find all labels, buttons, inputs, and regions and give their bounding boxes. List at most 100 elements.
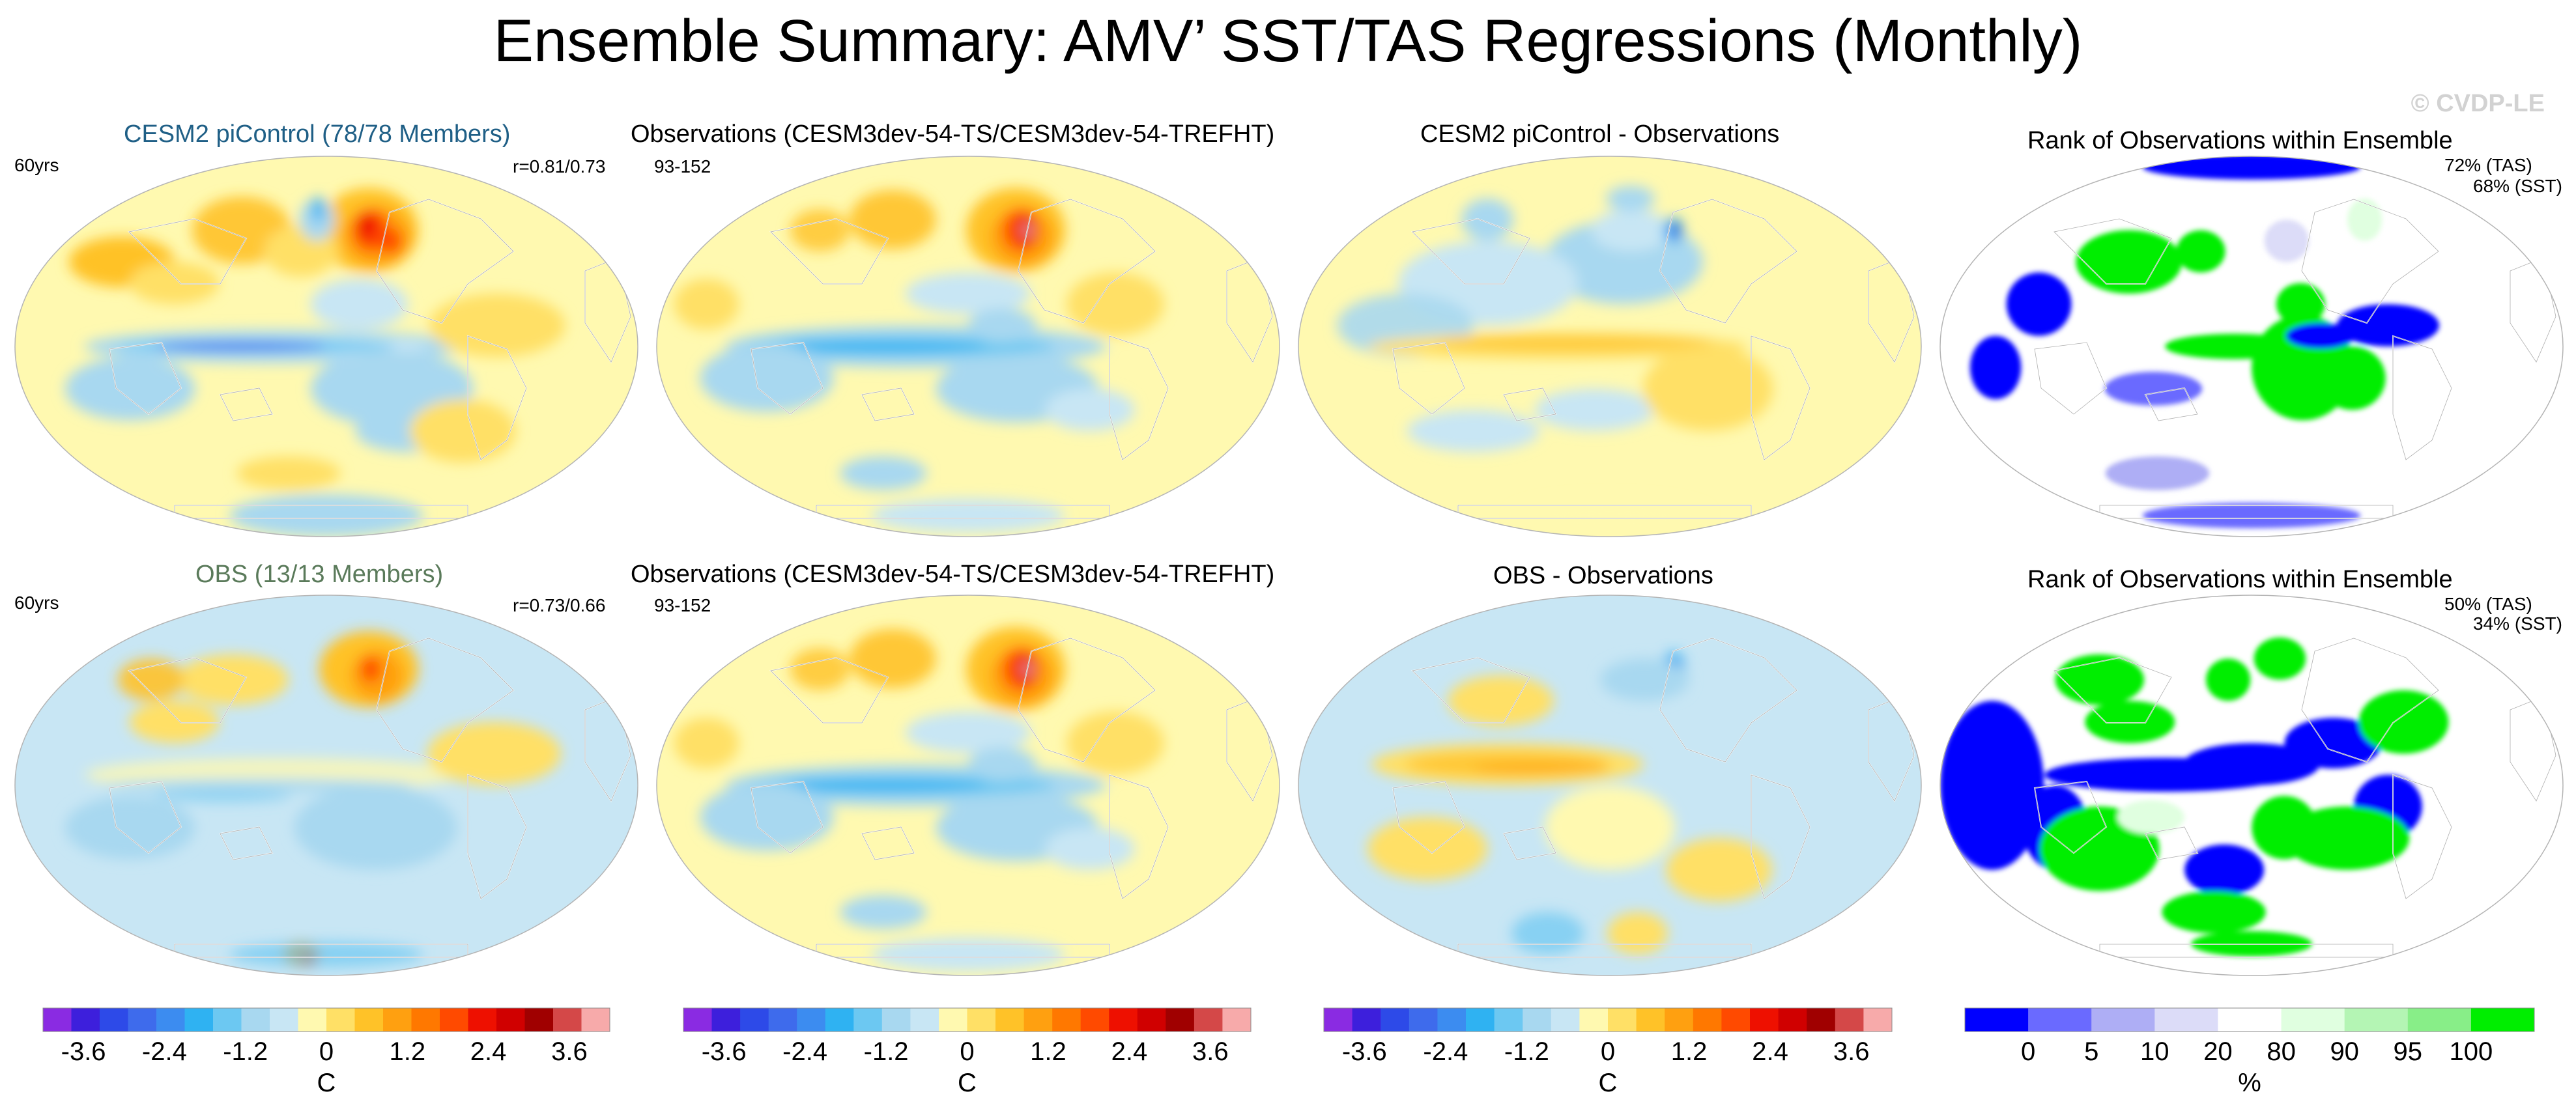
colorbar-swatch [1324, 1008, 1353, 1032]
colorbar-swatch [1608, 1008, 1637, 1032]
colorbar-frame [1964, 1007, 2535, 1032]
rank-sst-label-2: 34% (SST) [2473, 613, 2562, 634]
field-region [871, 498, 1065, 533]
panel-title-difference: CESM2 piControl - Observations [1420, 120, 1780, 148]
coastline-outline [1392, 342, 1465, 415]
colorbar-tick-label: -3.6 [61, 1037, 106, 1066]
field-region [2358, 690, 2449, 754]
colorbar-tick-label: 20 [2203, 1037, 2233, 1066]
field-region [1534, 388, 1655, 431]
field-region [2165, 333, 2304, 359]
field-region [427, 722, 562, 785]
coastline-outline [2392, 774, 2452, 899]
field-region [777, 779, 986, 791]
colorbar-swatch [2028, 1008, 2092, 1032]
map-observations-2 [656, 595, 1280, 976]
colorbar-swatch [1579, 1008, 1609, 1032]
field-region [2183, 743, 2320, 785]
colorbar-tick-label: 100 [2450, 1037, 2493, 1066]
colorbar-swatch [939, 1008, 967, 1032]
colorbar-swatch [995, 1008, 1024, 1032]
colorbar-swatch [1194, 1008, 1223, 1032]
colorbar-swatch [1494, 1008, 1523, 1032]
colorbar-swatch [967, 1008, 996, 1032]
coastline-outline [751, 781, 823, 854]
coastline-outline [1751, 335, 1810, 460]
coastline-outline [1018, 199, 1156, 324]
colorbar-swatch [1693, 1008, 1722, 1032]
field-region [849, 190, 936, 249]
colorbar-swatch [1166, 1008, 1195, 1032]
colorbar-tick-label: 0 [960, 1037, 974, 1066]
colorbar-swatch [1137, 1008, 1166, 1032]
coastline-outline [1659, 199, 1797, 324]
colorbar-swatch [853, 1008, 883, 1032]
colorbar-tick-label: 2.4 [1111, 1037, 1148, 1066]
field-region [790, 209, 850, 251]
correlation-label-2: r=0.73/0.66 [513, 595, 606, 615]
map-observations [656, 156, 1280, 537]
field-region [777, 341, 986, 352]
colorbar-swatch [1721, 1008, 1751, 1032]
coastline-outline [467, 774, 527, 899]
coastline-outline [2034, 342, 2107, 415]
colorbar-swatch [1352, 1008, 1381, 1032]
colorbar-swatch [2218, 1008, 2282, 1032]
colorbar-tick-label: 1.2 [1030, 1037, 1066, 1066]
field-region [1472, 762, 1610, 775]
coastline-outline [751, 342, 823, 415]
map-rank [1939, 156, 2564, 537]
field-region [2104, 371, 2203, 406]
colorbar-tick-label: 0 [319, 1037, 334, 1066]
coastline-outline [770, 657, 889, 723]
field-region [129, 262, 220, 305]
panel-title-difference-2: OBS - Observations [1493, 562, 1713, 589]
coastline-outline [2054, 657, 2172, 723]
colorbar-swatch [354, 1008, 384, 1032]
field-region [2076, 230, 2182, 294]
colorbar-swatch [2344, 1008, 2409, 1032]
map-border [656, 156, 1280, 537]
field-region [871, 937, 1065, 972]
field-region [700, 344, 834, 412]
field-region [1044, 388, 1135, 431]
colorbar-swatch [270, 1008, 298, 1032]
field-region [2252, 796, 2317, 860]
field-region [1066, 711, 1164, 775]
colorbar-swatch [411, 1008, 440, 1032]
years-label-2: 60yrs [14, 593, 59, 613]
field-region [905, 711, 1031, 754]
field-region [1666, 838, 1772, 902]
coastline-outline [220, 826, 273, 860]
rank-tas-label: 72% (TAS) [2444, 155, 2532, 175]
colorbar-swatch [1523, 1008, 1552, 1032]
colorbar-tick-label: 0 [2021, 1037, 2035, 1066]
colorbar-swatch [383, 1008, 412, 1032]
colorbar-swatch [768, 1008, 797, 1032]
panel-title-rank-2: Rank of Observations within Ensemble [2027, 566, 2453, 593]
field-region [849, 628, 936, 688]
field-region [2184, 844, 2265, 895]
field-region [177, 654, 289, 705]
field-region [1591, 209, 1671, 251]
colorbar-tick-label: 3.6 [551, 1037, 588, 1066]
coastline-outline [861, 387, 915, 421]
colorbar-swatch [1080, 1008, 1109, 1032]
field-region [2142, 503, 2361, 529]
panel-title-rank: Rank of Observations within Ensemble [2027, 127, 2453, 154]
panel-title-observations-2: Observations (CESM3dev-54-TS/CESM3dev-54… [631, 561, 1275, 588]
field-region [2105, 456, 2210, 490]
colorbar-swatch [1409, 1008, 1438, 1032]
field-region [2284, 718, 2383, 768]
colorbar-tick-label: -1.2 [864, 1037, 909, 1066]
field-region [2347, 198, 2383, 241]
map-border [1939, 595, 2564, 976]
colorbar-swatch [910, 1008, 939, 1032]
field-region [2337, 304, 2439, 346]
field-region [2176, 230, 2225, 273]
colorbar-unit-label: % [2238, 1069, 2261, 1097]
obs-years-label-2: 93-152 [654, 595, 711, 615]
field-region [840, 895, 927, 929]
colorbar-unit-label: C [1599, 1069, 1618, 1097]
